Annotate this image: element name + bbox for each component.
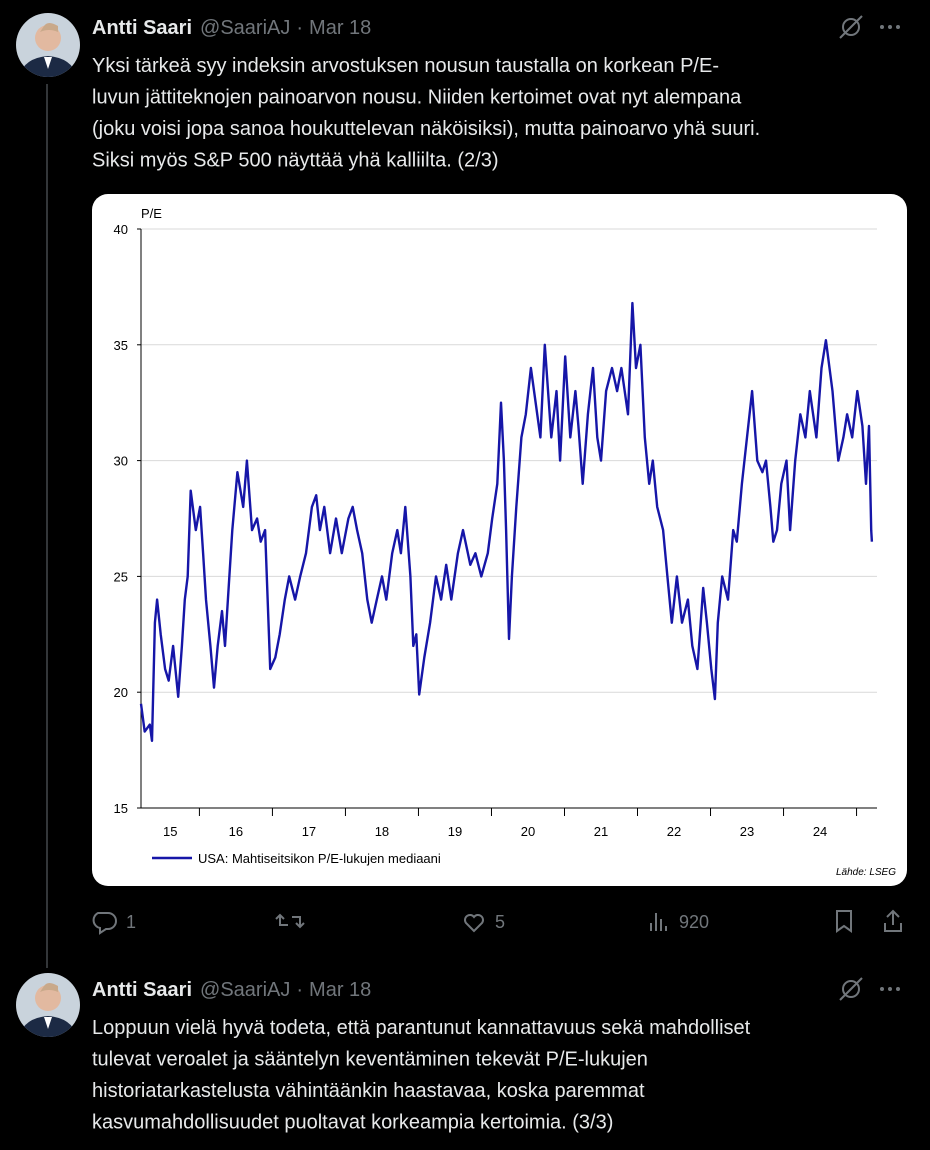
post-text: Loppuun vielä hyvä todeta, että parantun… [92,1017,751,1039]
y-tick-label: 30 [114,454,128,469]
post-text: kasvumahdollisuudet puoltavat korkeampia… [92,1112,613,1134]
post-text: Siksi myös S&P 500 näyttää yhä kalliilta… [92,150,498,172]
y-axis-label: P/E [141,206,162,221]
reply-count: 1 [126,912,136,932]
bookmark-icon[interactable] [836,910,852,933]
author-handle: @SaariAJ [200,979,290,1001]
post-text: historiatarkastelusta vähintäänkin haast… [92,1080,645,1102]
y-tick-label: 35 [114,338,128,353]
share-icon[interactable] [884,909,902,932]
x-tick-label: 22 [667,824,681,839]
views-icon[interactable] [650,913,667,931]
grok-icon[interactable] [839,15,863,39]
y-tick-label: 15 [114,801,128,816]
x-tick-label: 17 [302,824,316,839]
x-tick-label: 20 [521,824,535,839]
post-text: tulevat veroalet ja sääntelyn keventämin… [92,1049,648,1071]
view-count: 920 [679,912,709,932]
x-tick-label: 16 [229,824,243,839]
post-date: Mar 18 [309,17,371,39]
post-text: (joku voisi jopa sanoa houkuttelevan näk… [92,118,760,140]
x-tick-label: 15 [163,824,177,839]
like-count: 5 [495,912,505,932]
reply-icon[interactable] [92,912,117,935]
post-text: luvun jättiteknojen painoarvon nousu. Ni… [92,87,742,109]
grok-icon[interactable] [839,977,863,1001]
x-tick-label: 18 [375,824,389,839]
post-text: Yksi tärkeä syy indeksin arvostuksen nou… [92,55,719,77]
separator: · [296,979,303,1001]
like-icon[interactable] [464,914,484,933]
separator: · [296,17,303,39]
y-tick-label: 25 [114,569,128,584]
repost-icon[interactable] [275,913,305,929]
more-icon[interactable] [880,987,900,991]
y-tick-label: 20 [114,685,128,700]
x-tick-label: 21 [594,824,608,839]
x-tick-label: 24 [813,824,827,839]
chart-card[interactable] [92,194,907,886]
post-date: Mar 18 [309,979,371,1001]
chart: P/E 15 20 25 30 35 40 15 16 17 18 19 20 21 22 23 24 USA: … [114,206,897,878]
x-tick-label: 19 [448,824,462,839]
source-note: Lähde: LSEG [836,867,896,878]
y-tick-label: 40 [114,222,128,237]
x-tick-label: 23 [740,824,754,839]
more-icon[interactable] [880,25,900,29]
author-handle: @SaariAJ [200,17,290,39]
author-name: Antti Saari [92,17,192,39]
legend-label: USA: Mahtiseitsikon P/E-lukujen mediaani [198,851,441,866]
author-name: Antti Saari [92,979,192,1001]
data-line [139,301,874,742]
